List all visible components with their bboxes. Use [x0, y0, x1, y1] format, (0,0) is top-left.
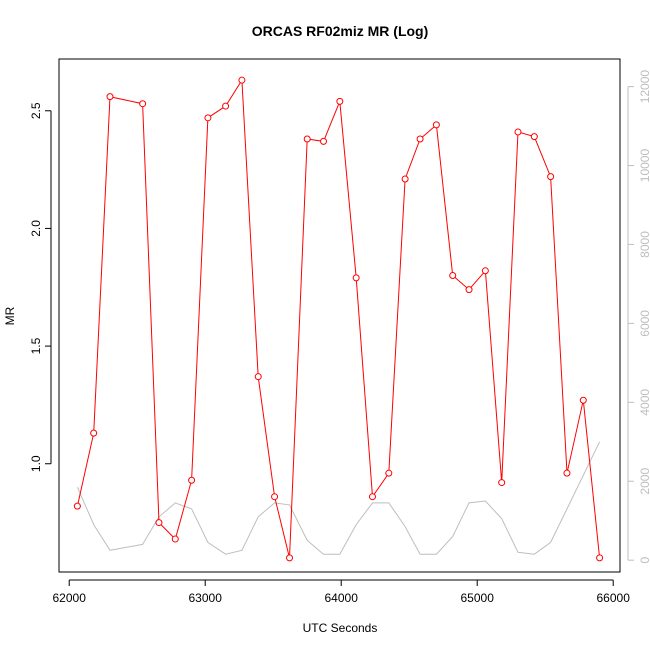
data-point [336, 97, 344, 105]
data-point [368, 493, 376, 501]
x-tick-label: 64000 [325, 591, 359, 605]
x-axis: 62000 63000 64000 65000 66000 [53, 579, 631, 605]
x-tick-label: 63000 [189, 591, 223, 605]
y-tick-label: 1.5 [29, 337, 43, 354]
data-point [106, 93, 114, 101]
data-point [432, 121, 440, 129]
y-axis-label: MR [3, 306, 17, 325]
data-point [352, 274, 360, 282]
data-point [498, 479, 506, 487]
y-tick-label: 1.0 [29, 455, 43, 472]
y2-tick-label: 12000 [638, 70, 650, 104]
y-axis: 1.0 1.5 2.0 2.5 [29, 102, 52, 472]
y-tick-label: 2.5 [29, 102, 43, 119]
data-point [596, 554, 604, 562]
y2-tick-label: 0 [638, 557, 650, 564]
data-point [530, 133, 538, 141]
data-point [155, 519, 163, 527]
data-point [416, 135, 424, 143]
data-point [238, 76, 246, 84]
data-point [481, 267, 489, 275]
x-tick-label: 62000 [53, 591, 87, 605]
data-point [401, 175, 409, 183]
y2-tick-label: 8000 [638, 231, 650, 258]
data-point [385, 469, 393, 477]
secondary-y-axis: 0 2000 4000 6000 8000 10000 12000 [627, 70, 650, 564]
data-point [579, 396, 587, 404]
data-point [303, 135, 311, 143]
y2-tick-label: 2000 [638, 468, 650, 495]
y2-tick-label: 10000 [638, 149, 650, 183]
data-point [465, 286, 473, 294]
plot-frame [58, 58, 621, 573]
x-tick-label: 65000 [461, 591, 495, 605]
data-point [286, 554, 294, 562]
data-point [139, 100, 147, 108]
data-point [222, 102, 230, 110]
x-tick-label: 66000 [597, 591, 631, 605]
chart-title: ORCAS RF02miz MR (Log) [252, 23, 429, 39]
data-point [204, 114, 212, 122]
primary-series-line [76, 78, 601, 559]
data-point [254, 373, 262, 381]
x-axis-label: UTC Seconds [303, 621, 378, 635]
data-point [188, 476, 196, 484]
data-point [547, 173, 555, 181]
data-point [514, 128, 522, 136]
data-point [449, 271, 457, 279]
data-point [90, 429, 98, 437]
y-tick-label: 2.0 [29, 220, 43, 237]
secondary-series-line [76, 441, 601, 555]
y2-tick-label: 6000 [638, 310, 650, 337]
series-layer [73, 76, 604, 562]
data-point [271, 493, 279, 501]
data-point [73, 502, 81, 510]
data-point [320, 137, 328, 145]
data-point [171, 535, 179, 543]
data-point [563, 469, 571, 477]
y2-tick-label: 4000 [638, 389, 650, 416]
